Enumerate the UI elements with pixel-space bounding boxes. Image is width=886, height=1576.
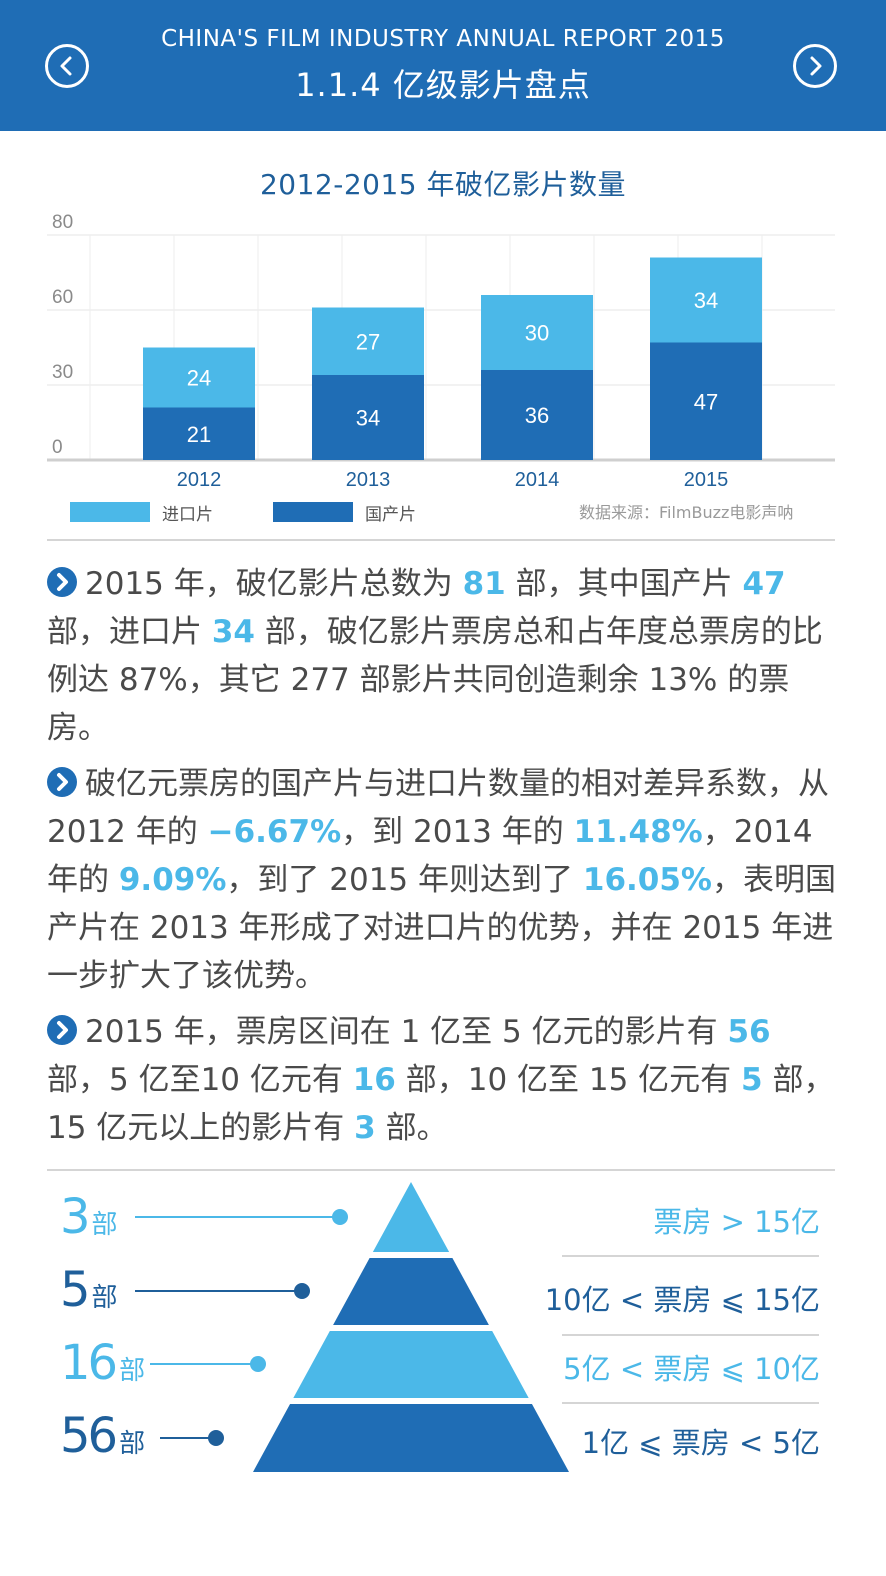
data-label-domestic: 36	[525, 403, 549, 428]
report-subtitle: CHINA'S FILM INDUSTRY ANNUAL REPORT 2015	[161, 26, 725, 52]
legend-label-domestic: 国产片	[365, 505, 416, 525]
range-divider	[562, 1402, 819, 1404]
y-tick-label: 60	[52, 287, 73, 308]
legend-label-imported: 进口片	[162, 505, 213, 525]
highlight-value: 9.09%	[118, 862, 227, 898]
page-title: 1.1.4 亿级影片盘点	[295, 66, 591, 104]
paragraph-3: 2015 年，票房区间在 1 亿至 5 亿元的影片有 56 部，5 亿至10 亿…	[47, 1008, 842, 1152]
paragraph-text: 破亿元票房的国产片与进口片数量的相对差异系数，从2012 年的	[47, 766, 829, 850]
tier-range-1-5: 1亿 ⩽ 票房 < 5亿	[581, 1426, 820, 1460]
bar-imported	[312, 307, 424, 375]
paragraph-text: ，到了 2015 年则达到了	[226, 862, 583, 898]
x-tick-label: 2014	[515, 469, 560, 491]
connector-dot	[332, 1209, 348, 1225]
divider	[47, 1169, 835, 1171]
highlight-value: 3	[354, 1110, 376, 1146]
highlight-value: 11.48%	[573, 814, 703, 850]
pyramid-tier	[253, 1404, 569, 1472]
data-label-domestic: 34	[356, 406, 380, 431]
highlight-value: −6.67%	[207, 814, 342, 850]
bar-imported	[143, 347, 255, 408]
range-divider	[562, 1334, 819, 1336]
paragraph-text: ，到 2013 年的	[341, 814, 574, 850]
highlight-value: 34	[211, 614, 255, 650]
paragraph-text: 部，破亿影片票房总和占年度总票房的比例达 87%，其它 277 部影片共同创造剩…	[47, 614, 823, 746]
y-tick-label: 30	[52, 362, 73, 383]
tier-count-1-5: 56 部	[60, 1408, 146, 1464]
data-label-domestic: 47	[694, 389, 718, 414]
highlight-value: 16	[352, 1062, 396, 1098]
pyramid-tier	[372, 1182, 450, 1252]
x-tick-label: 2012	[177, 469, 222, 491]
tier-range-15plus: 票房 > 15亿	[653, 1205, 820, 1239]
x-tick-label: 2013	[346, 469, 391, 491]
data-source: 数据来源：FilmBuzz电影声呐	[579, 503, 794, 522]
paragraph-text: ，表明国产片在 2013 年形成了对进口片的优势，并在 2015 年进一步扩大了…	[47, 862, 836, 994]
divider	[47, 539, 835, 541]
pyramid-tier	[293, 1331, 529, 1398]
paragraph-text: 部，15 亿元以上的影片有	[47, 1062, 835, 1146]
highlight-value: 47	[742, 566, 786, 602]
legend-swatch-domestic	[273, 502, 353, 522]
data-label-imported: 27	[356, 329, 380, 354]
connector-dot	[208, 1430, 224, 1446]
paragraph-text: 部，5 亿至10 亿元有	[47, 1062, 353, 1098]
data-label-imported: 30	[525, 321, 549, 346]
bar-imported	[481, 295, 593, 370]
data-label-domestic: 21	[187, 422, 211, 447]
paragraph-text: 2015 年，票房区间在 1 亿至 5 亿元的影片有	[85, 1014, 728, 1050]
paragraph-text: ，2014 年的	[47, 814, 813, 898]
paragraph-text: 2015 年，破亿影片总数为	[85, 566, 463, 602]
data-label-imported: 24	[187, 366, 211, 391]
highlight-value: 56	[727, 1014, 771, 1050]
chart-title: 2012-2015 年破亿影片数量	[259, 168, 627, 201]
x-tick-label: 2015	[684, 469, 729, 491]
y-tick-label: 80	[52, 212, 73, 233]
paragraph-text: 部，进口片	[47, 614, 212, 650]
box-office-pyramid	[135, 1182, 569, 1472]
stacked-bar-chart: 0 30 60 80 21 24 2012 34 27 2013 36 30 2014 47 34 2015	[47, 212, 835, 491]
chevron-bullet-icon	[47, 1015, 77, 1045]
pyramid-tier	[333, 1258, 489, 1325]
connector-dot	[250, 1356, 266, 1372]
bar-domestic	[312, 375, 424, 460]
paragraph-text: 部，其中国产片	[505, 566, 743, 602]
header-bar: CHINA'S FILM INDUSTRY ANNUAL REPORT 2015…	[0, 0, 886, 131]
tier-range-5-10: 5亿 < 票房 ⩽ 10亿	[563, 1352, 820, 1386]
connector-dot	[294, 1283, 310, 1299]
paragraph-text: 部。	[375, 1110, 448, 1146]
bar-domestic	[481, 370, 593, 460]
highlight-value: 16.05%	[582, 862, 712, 898]
highlight-value: 5	[741, 1062, 763, 1098]
chevron-right-icon[interactable]	[793, 44, 837, 88]
data-label-imported: 34	[694, 288, 718, 313]
legend-swatch-imported	[70, 502, 150, 522]
paragraph-1: 2015 年，破亿影片总数为 81 部，其中国产片 47 部，进口片 34 部，…	[47, 560, 842, 752]
paragraph-2: 破亿元票房的国产片与进口片数量的相对差异系数，从2012 年的 −6.67%，到…	[47, 760, 842, 1000]
bar-domestic	[143, 407, 255, 460]
y-tick-label: 0	[52, 437, 63, 458]
tier-range-10-15: 10亿 < 票房 ⩽ 15亿	[544, 1283, 820, 1317]
chevron-bullet-icon	[47, 567, 77, 597]
bar-imported	[650, 257, 762, 343]
tier-count-5-10: 16 部	[60, 1335, 146, 1391]
chevron-left-icon[interactable]	[45, 44, 89, 88]
chevron-bullet-icon	[47, 767, 77, 797]
range-divider	[562, 1255, 819, 1257]
highlight-value: 81	[462, 566, 506, 602]
paragraph-text: 部，10 亿至 15 亿元有	[395, 1062, 742, 1098]
bar-domestic	[650, 342, 762, 460]
